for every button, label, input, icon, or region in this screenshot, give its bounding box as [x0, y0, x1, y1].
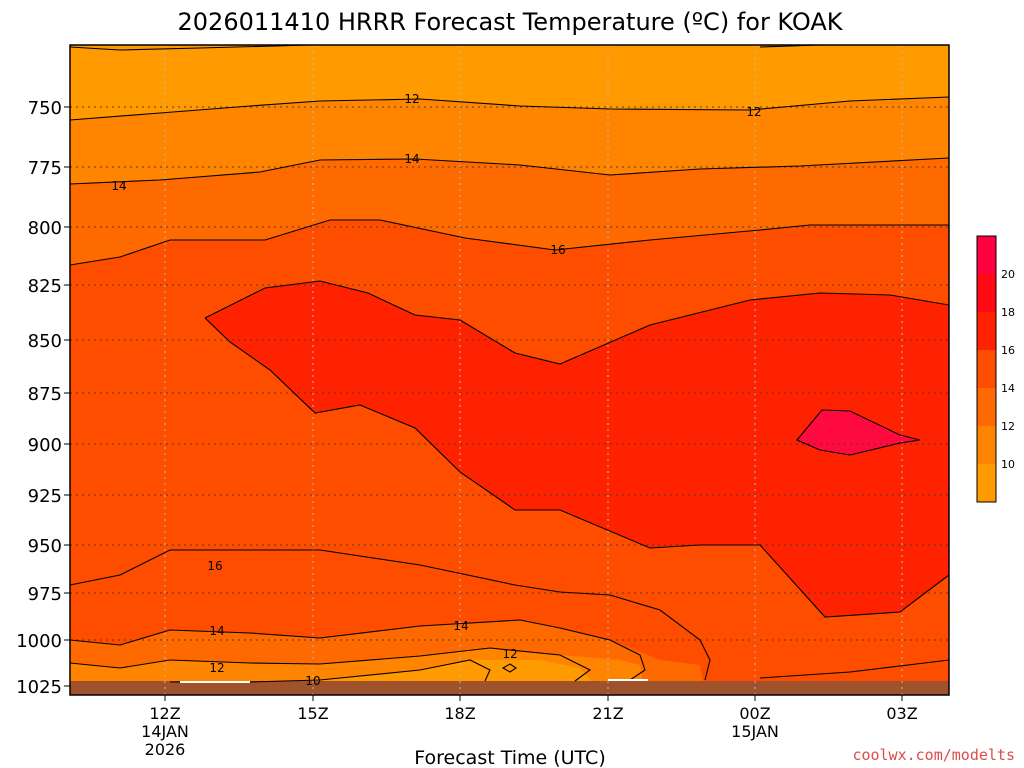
credit-text: coolwx.com/modelts	[852, 746, 1015, 764]
chart-title: 2026011410 HRRR Forecast Temperature (ºC…	[178, 8, 844, 36]
contour-14-top	[69, 157, 950, 185]
colorbar-label: 10	[1001, 458, 1015, 471]
y-tick-label: 750	[28, 98, 62, 119]
contour-label: 16	[550, 243, 565, 257]
y-tick-label: 800	[28, 218, 62, 239]
contour-label: 10	[305, 674, 320, 688]
colorbar-label: 12	[1001, 420, 1015, 433]
colorbar-label: 18	[1001, 306, 1015, 319]
contour-16-right	[759, 659, 950, 679]
colorbar-label: 14	[1001, 382, 1015, 395]
x-tick-label: 15Z	[297, 704, 328, 723]
ground-layer	[70, 681, 949, 695]
colorbar-frame	[976, 235, 997, 503]
x-tick-label: 00Z	[739, 704, 770, 723]
contour-labels: 12 12 14 14 16 16 14 14 12 12 10	[111, 92, 761, 688]
contour-label: 12	[404, 92, 419, 106]
contour-label: 16	[207, 559, 222, 573]
y-tick-label: 875	[28, 384, 62, 405]
plot-area: 12 12 14 14 16 16 14 14 12 12 10	[69, 44, 950, 696]
contour-12-top	[69, 96, 950, 121]
colorbar-label: 20	[1001, 268, 1015, 281]
x-tick-date-label: 14JAN	[141, 722, 189, 741]
contour-label: 12	[746, 105, 761, 119]
colorbar-swatch	[977, 236, 996, 274]
y-tick-label: 1000	[16, 631, 62, 652]
contour-label: 14	[404, 152, 419, 166]
colorbar-swatch	[977, 312, 996, 350]
contour-18-lower	[204, 317, 950, 618]
contour-small-loop	[501, 663, 517, 673]
y-tick-label: 775	[28, 158, 62, 179]
horizontal-gridlines	[70, 106, 949, 641]
contour-label: 12	[209, 661, 224, 675]
x-tick-date-label: 2026	[145, 740, 186, 759]
contour-label: 14	[209, 624, 224, 638]
x-tick-label: 12Z	[149, 704, 180, 723]
colorbar-swatch	[977, 274, 996, 312]
plot-frame	[69, 44, 950, 696]
y-tick-label: 1025	[16, 677, 62, 698]
ground-markers	[180, 679, 648, 683]
colorbar-swatch	[977, 350, 996, 388]
x-axis-label: Forecast Time (UTC)	[414, 747, 605, 768]
colorbar: 20 18 16 14 12 10	[976, 235, 1015, 503]
y-axis: 750 775 800 825 850 875 900 925 950 975 1000 1025	[16, 98, 70, 698]
contour-12-low	[69, 647, 592, 682]
contour-label: 14	[453, 619, 468, 633]
y-tick-label: 925	[28, 486, 62, 507]
x-tick-label: 21Z	[592, 704, 623, 723]
y-tick-label: 825	[28, 276, 62, 297]
y-tick-label: 900	[28, 435, 62, 456]
contour-10-top	[69, 44, 311, 51]
contour-label: 14	[111, 179, 126, 193]
x-tick-label: 18Z	[444, 704, 475, 723]
contour-label: 12	[502, 647, 517, 661]
contour-16-top	[69, 219, 949, 266]
y-tick-label: 975	[28, 584, 62, 605]
contour-16-low	[69, 549, 711, 681]
contour-18-upper	[204, 280, 950, 365]
y-tick-label: 850	[28, 331, 62, 352]
colorbar-swatch	[977, 464, 996, 502]
colorbar-swatch	[977, 426, 996, 464]
vertical-gridlines	[164, 45, 903, 695]
contour-14-low	[69, 619, 646, 681]
contour-20	[796, 409, 921, 456]
y-tick-label: 950	[28, 536, 62, 557]
band-18-20	[205, 281, 949, 617]
band-10-12-top	[70, 45, 949, 120]
contour-lines	[69, 44, 950, 683]
x-tick-label: 03Z	[886, 704, 917, 723]
colorbar-swatch	[977, 388, 996, 426]
x-tick-date-label: 15JAN	[731, 722, 779, 741]
colorbar-label: 16	[1001, 344, 1015, 357]
